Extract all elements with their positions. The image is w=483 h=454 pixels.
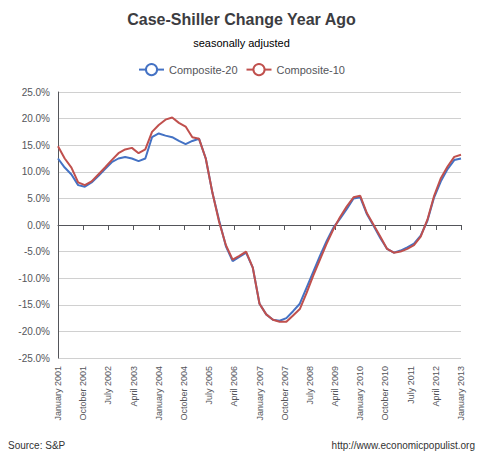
svg-text:-5.0%: -5.0%: [24, 246, 50, 257]
svg-text:April 2003: April 2003: [129, 366, 139, 407]
svg-text:Source: S&P: Source: S&P: [8, 440, 66, 451]
svg-text:April 2006: April 2006: [229, 366, 239, 407]
svg-text:January 2013: January 2013: [456, 366, 466, 421]
svg-text:20.0%: 20.0%: [22, 113, 50, 124]
svg-text:April 2012: April 2012: [431, 366, 441, 407]
svg-text:January 2004: January 2004: [154, 366, 164, 421]
svg-text:5.0%: 5.0%: [27, 193, 50, 204]
svg-text:October 2004: October 2004: [179, 366, 189, 421]
svg-text:-10.0%: -10.0%: [18, 273, 50, 284]
svg-text:January 2010: January 2010: [355, 366, 365, 421]
svg-text:25.0%: 25.0%: [22, 87, 50, 98]
svg-text:Composite-10: Composite-10: [277, 64, 345, 76]
svg-text:October 2001: October 2001: [78, 366, 88, 421]
svg-text:10.0%: 10.0%: [22, 166, 50, 177]
svg-text:October 2010: October 2010: [380, 366, 390, 421]
svg-text:January 2007: January 2007: [255, 366, 265, 421]
svg-text:0.0%: 0.0%: [27, 220, 50, 231]
svg-text:April 2009: April 2009: [330, 366, 340, 407]
svg-text:seasonally adjusted: seasonally adjusted: [193, 37, 290, 49]
svg-text:July 2005: July 2005: [204, 366, 214, 405]
svg-text:July 2002: July 2002: [103, 366, 113, 405]
svg-text:July 2011: July 2011: [406, 366, 416, 404]
svg-text:July 2008: July 2008: [305, 366, 315, 405]
svg-text:January 2001: January 2001: [53, 366, 63, 421]
svg-text:Case-Shiller Change Year Ago: Case-Shiller Change Year Ago: [127, 11, 356, 28]
svg-text:October 2007: October 2007: [280, 366, 290, 421]
svg-text:-15.0%: -15.0%: [18, 299, 50, 310]
svg-text:Composite-20: Composite-20: [169, 64, 237, 76]
svg-text:-20.0%: -20.0%: [18, 326, 50, 337]
svg-text:-25.0%: -25.0%: [18, 353, 50, 364]
svg-text:http://www.economicpopulist.or: http://www.economicpopulist.org: [332, 440, 475, 451]
svg-text:15.0%: 15.0%: [22, 140, 50, 151]
